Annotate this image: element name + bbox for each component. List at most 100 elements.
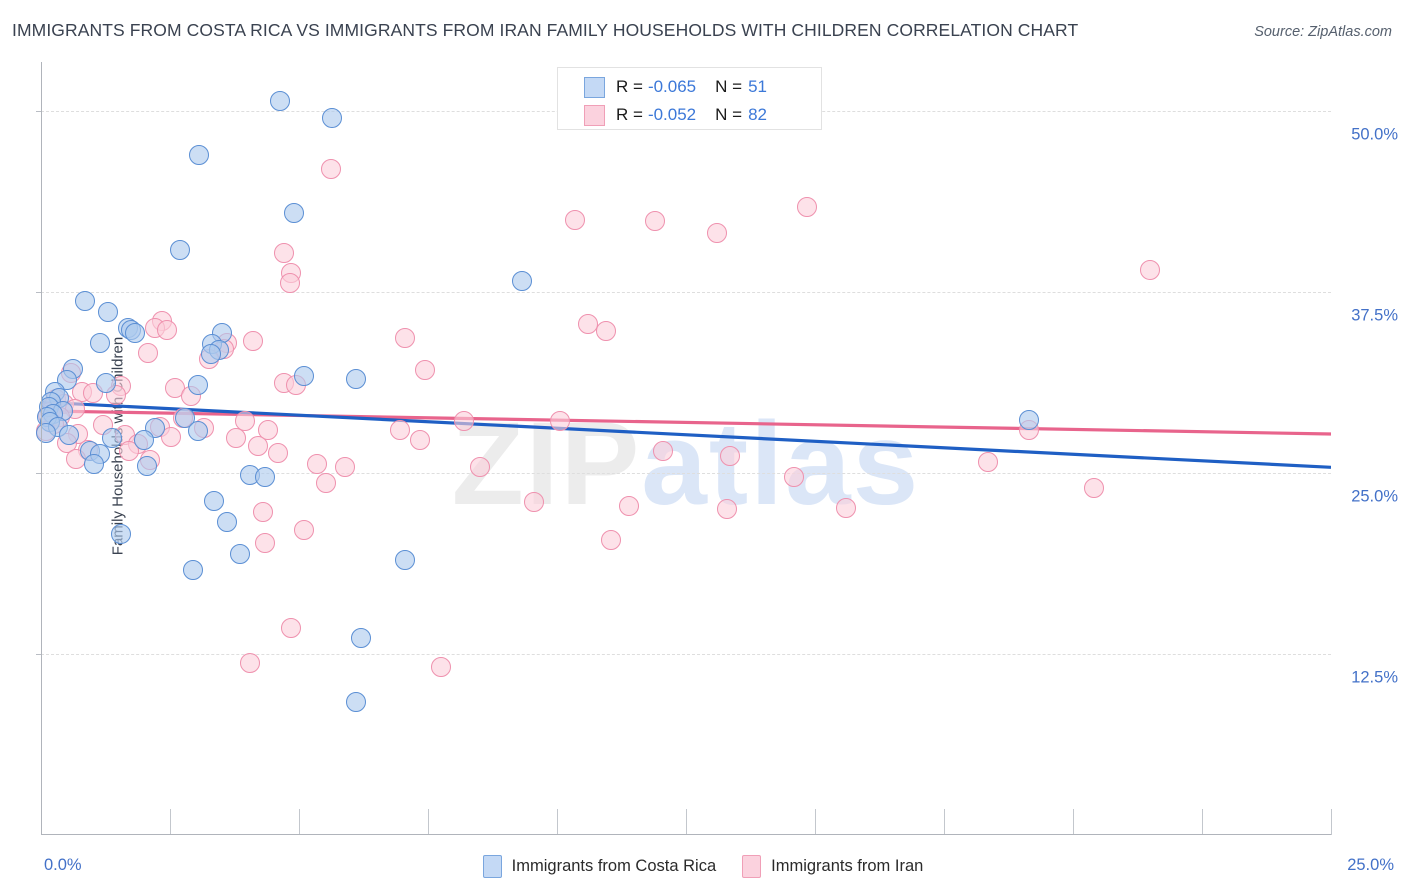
data-point (169, 240, 190, 261)
data-point (1019, 409, 1040, 430)
data-point (717, 499, 738, 520)
data-point (294, 366, 315, 387)
x-axis-min-label: 0.0% (44, 856, 82, 874)
data-point (59, 425, 80, 446)
data-point (229, 544, 250, 565)
data-point (835, 497, 856, 518)
data-point (619, 496, 640, 517)
x-tick (1073, 809, 1074, 835)
x-tick (944, 809, 945, 835)
data-point (523, 492, 544, 513)
data-point (124, 322, 145, 343)
data-point (596, 321, 617, 342)
source-label: Source: ZipAtlas.com (1254, 24, 1392, 40)
legend-swatch-costa-rica (482, 855, 502, 878)
data-point (294, 519, 315, 540)
y-tick (36, 292, 42, 294)
data-point (394, 549, 415, 570)
data-point (234, 410, 255, 431)
x-tick (170, 809, 171, 835)
data-point (565, 209, 586, 230)
x-axis-line (41, 834, 1331, 835)
legend-label-costa-rica: Immigrants from Costa Rica (511, 857, 717, 875)
data-point (394, 328, 415, 349)
x-tick (815, 809, 816, 835)
data-point (601, 529, 622, 550)
data-point (389, 419, 410, 440)
legend-swatch-iran (742, 855, 762, 878)
data-point (281, 617, 302, 638)
correlation-stats-legend: R = -0.065 N = 51 R = -0.052 N = 82 (557, 67, 822, 130)
data-point (321, 108, 342, 129)
data-point (415, 360, 436, 381)
stats-r-label-costa-rica: R = (616, 77, 643, 96)
data-point (977, 451, 998, 472)
data-point (102, 428, 123, 449)
data-point (203, 490, 224, 511)
data-point (110, 523, 131, 544)
trend-line (41, 409, 1331, 436)
data-point (258, 419, 279, 440)
plot-area: ZIPatlas (36, 62, 1332, 835)
data-point (345, 691, 366, 712)
stats-n-value-iran: 82 (748, 105, 767, 124)
stats-n-label-iran: N = (715, 105, 743, 124)
trend-line (41, 400, 1331, 469)
x-tick (1331, 809, 1332, 835)
data-point (136, 455, 157, 476)
data-point (75, 290, 96, 311)
stats-r-label-iran: R = (616, 105, 643, 124)
stats-r-value-iran: -0.052 (647, 105, 697, 124)
data-point (83, 454, 104, 475)
data-point (797, 196, 818, 217)
stats-r-value-costa-rica: -0.065 (647, 77, 697, 96)
data-point (134, 429, 155, 450)
data-point (157, 319, 178, 340)
data-point (98, 302, 119, 323)
data-point (279, 273, 300, 294)
y-tick (36, 654, 42, 656)
data-point (188, 421, 209, 442)
stats-row-costa-rica: R = -0.065 N = 51 (584, 73, 821, 101)
data-point (188, 144, 209, 165)
gridline (41, 654, 1331, 656)
data-point (138, 342, 159, 363)
data-point (320, 159, 341, 180)
legend-item-costa-rica[interactable]: Immigrants from Costa Rica (482, 855, 717, 878)
data-point (469, 457, 490, 478)
legend-item-iran[interactable]: Immigrants from Iran (742, 855, 923, 878)
stats-row-iran: R = -0.052 N = 82 (584, 101, 821, 129)
x-axis-max-label: 25.0% (1347, 856, 1394, 874)
x-tick (557, 809, 558, 835)
data-point (350, 628, 371, 649)
stats-swatch-iran (584, 104, 605, 126)
data-point (188, 374, 209, 395)
data-point (242, 331, 263, 352)
data-point (161, 426, 182, 447)
data-point (335, 457, 356, 478)
legend-label-iran: Immigrants from Iran (771, 857, 924, 875)
y-axis-label: 12.5% (1351, 668, 1398, 687)
data-point (1083, 477, 1104, 498)
data-point (454, 410, 475, 431)
y-tick (36, 473, 42, 475)
x-tick (428, 809, 429, 835)
data-point (273, 243, 294, 264)
y-axis-label: 37.5% (1351, 306, 1398, 325)
data-point (706, 222, 727, 243)
x-tick (686, 809, 687, 835)
series-legend: Immigrants from Costa Rica Immigrants fr… (0, 855, 1406, 878)
data-point (255, 532, 276, 553)
data-point (118, 441, 139, 462)
stats-n-label-costa-rica: N = (715, 77, 743, 96)
data-point (284, 202, 305, 223)
data-point (784, 467, 805, 488)
y-tick (36, 111, 42, 113)
page-title: IMMIGRANTS FROM COSTA RICA VS IMMIGRANTS… (12, 20, 1079, 40)
data-point (255, 467, 276, 488)
data-point (430, 657, 451, 678)
data-point (307, 454, 328, 475)
data-point (645, 211, 666, 232)
data-point (252, 502, 273, 523)
